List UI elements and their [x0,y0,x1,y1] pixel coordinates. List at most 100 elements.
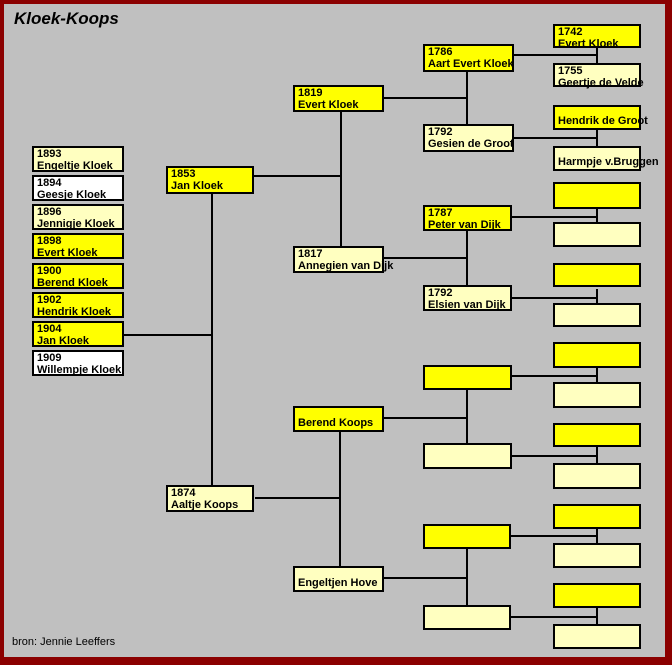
source-note: bron: Jennie Leeffers [12,636,116,648]
person-box-1755-geertje-de-velde[interactable]: 1755 Geertje de Velde [553,63,644,89]
person-birth-year: 1909 [37,352,62,364]
person-name: Geesje Kloek [37,189,107,201]
person-name: Annegien van Dijk [298,260,394,272]
person-birth-year: 1896 [37,206,62,218]
person-birth-year: 1902 [37,294,62,306]
person-birth-year: 1819 [298,87,323,99]
person-name: Evert Kloek [558,38,619,50]
page-title: Kloek-Koops [14,9,119,28]
person-box-1874-aaltje-koops[interactable]: 1874 Aaltje Koops [166,485,254,512]
person-box-blank[interactable] [553,624,641,649]
connector-line [512,375,597,377]
connector-line [384,97,467,99]
connector-line [596,48,598,64]
connector-line [511,535,597,537]
person-box-blank[interactable] [553,504,641,529]
connector-line [384,257,467,259]
person-box-1904-jan-kloek[interactable]: 1904 Jan Kloek [32,321,124,347]
person-box-engeltjen-hove[interactable]: Engeltjen Hove [293,566,384,592]
person-box-1902-hendrik-kloek[interactable]: 1902 Hendrik Kloek [32,292,124,318]
person-box-1893-engeltje-kloek[interactable]: 1893 Engeltje Kloek [32,146,124,172]
person-box-blank[interactable] [553,342,641,368]
person-birth-year: 1792 [428,287,453,299]
connector-line [340,112,342,247]
connector-line [254,175,342,177]
person-birth-year: 1904 [37,323,62,335]
person-birth-year: 1894 [37,177,62,189]
person-name: Peter van Dijk [428,219,501,231]
connector-line [466,549,468,606]
connector-line [511,616,597,618]
connector-line [466,231,468,286]
person-box-blank[interactable] [553,423,641,447]
connector-line [466,390,468,444]
person-box-blank[interactable] [553,182,641,209]
person-birth-year: 1893 [37,148,62,160]
person-box-1792-elsien-van-dijk[interactable]: 1792 Elsien van Dijk [423,285,512,311]
person-box-1909-willempje-kloek[interactable]: 1909 Willempje Kloek [32,350,124,376]
connector-line [596,447,598,464]
person-name: Evert Kloek [37,247,98,259]
connector-line [596,368,598,383]
connector-line [512,297,597,299]
connector-line [596,608,598,625]
person-name: Hendrik Kloek [37,306,111,318]
person-name: Berend Koops [298,417,374,429]
person-box-1817-annegien-van-dijk[interactable]: 1817 Annegien van Dijk [293,246,394,273]
person-box-1819-evert-kloek[interactable]: 1819 Evert Kloek [293,85,384,112]
connector-line [255,497,340,499]
connector-line [211,194,213,485]
person-birth-year: 1817 [298,248,323,260]
person-box-1894-geesje-kloek[interactable]: 1894 Geesje Kloek [32,175,124,201]
person-box-1792-gesien-de-groot[interactable]: 1792 Gesien de Groot [423,124,514,152]
person-box-blank[interactable] [553,382,641,408]
person-box-1742-evert-kloek[interactable]: 1742 Evert Kloek [553,24,641,50]
person-box-1900-berend-kloek[interactable]: 1900 Berend Kloek [32,263,124,289]
person-box-blank[interactable] [423,443,512,469]
person-birth-year: 1755 [558,65,583,77]
person-box-blank[interactable] [553,263,641,287]
person-box-harmpje-v-bruggen[interactable]: Harmpje v.Bruggen [553,146,659,171]
person-name: Aart Evert Kloek [428,58,514,70]
connector-line [596,289,598,304]
person-box-berend-koops[interactable]: Berend Koops [293,406,384,432]
person-name: Aaltje Koops [171,499,239,511]
person-name: Jan Kloek [171,180,223,192]
person-birth-year: 1900 [37,265,62,277]
person-name: Jan Kloek [37,335,89,347]
connector-line [466,72,468,125]
connector-line [514,137,597,139]
person-name: Hendrik de Groot [558,115,648,127]
connector-line [596,529,598,544]
person-name: Engeltjen Hove [298,577,378,589]
person-box-1896-jennigje-kloek[interactable]: 1896 Jennigje Kloek [32,204,124,230]
person-name: Harmpje v.Bruggen [558,156,659,168]
person-name: Geertje de Velde [558,77,644,89]
person-birth-year: 1742 [558,26,583,38]
person-box-blank[interactable] [553,463,641,489]
person-name: Berend Kloek [37,277,108,289]
person-box-1786-aart-evert-kloek[interactable]: 1786 Aart Evert Kloek [423,44,514,72]
person-box-1787-peter-van-dijk[interactable]: 1787 Peter van Dijk [423,205,512,231]
person-name: Engeltje Kloek [37,160,113,172]
person-box-blank[interactable] [423,365,512,390]
connector-line [512,455,597,457]
person-box-blank[interactable] [553,583,641,608]
person-box-1898-evert-kloek[interactable]: 1898 Evert Kloek [32,233,124,259]
connector-line [124,334,212,336]
person-name: Gesien de Groot [428,138,514,150]
connector-line [514,54,597,56]
person-box-1853-jan-kloek[interactable]: 1853 Jan Kloek [166,166,254,194]
person-box-blank[interactable] [553,222,641,247]
person-box-blank[interactable] [553,543,641,568]
connector-line [596,130,598,147]
person-box-blank[interactable] [423,605,511,630]
connector-line [384,417,467,419]
person-birth-year: 1853 [171,168,196,180]
connector-line [339,432,341,567]
person-birth-year: 1874 [171,487,196,499]
person-box-blank[interactable] [423,524,511,549]
person-box-hendrik-de-groot[interactable]: Hendrik de Groot [553,105,648,130]
person-box-blank[interactable] [553,303,641,327]
